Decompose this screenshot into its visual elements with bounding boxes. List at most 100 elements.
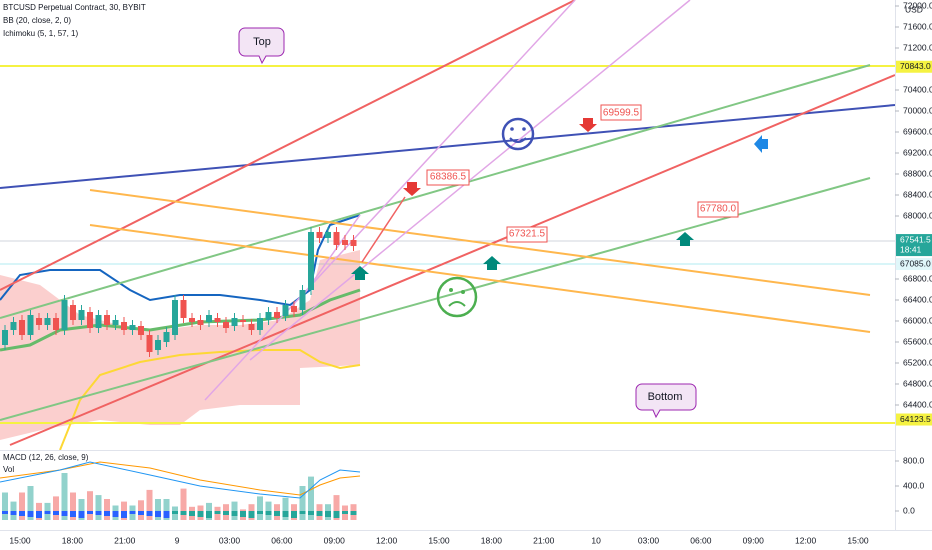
callout-text: Bottom (648, 391, 683, 403)
candle-body (206, 315, 212, 322)
macd-hist (274, 511, 280, 516)
indicator-title: BB (20, close, 2, 0) (3, 16, 71, 25)
price-tick-label: 70400.0 (903, 84, 932, 94)
macd-hist (2, 511, 8, 514)
candle-body (240, 320, 246, 322)
volume-bar (70, 492, 76, 520)
candle-body (70, 305, 76, 320)
volume-bar (299, 486, 306, 520)
time-label: 09:00 (324, 535, 346, 545)
time-label: 15:00 (9, 535, 31, 545)
price-highlight (896, 258, 932, 271)
macd-hist (299, 511, 306, 514)
macd-hist (197, 511, 204, 517)
price-label: 67780.0 (700, 204, 737, 215)
trend-line (0, 0, 576, 291)
volume-bar (78, 499, 85, 520)
price-tick-label: 68400.0 (903, 189, 932, 199)
time-label: 9 (175, 535, 180, 545)
volume-bar (138, 500, 144, 520)
macd-hist (214, 511, 221, 514)
macd-hist (112, 511, 119, 517)
candle-body (308, 232, 314, 290)
volume-bar (155, 499, 161, 520)
macd-hist (95, 511, 102, 515)
left-arrow (754, 135, 768, 153)
lower-pane: MACD (12, 26, close, 9) Vol (0, 453, 361, 520)
macd-hist (129, 511, 136, 514)
macd-hist (163, 511, 170, 518)
candle-body (112, 320, 119, 325)
candle-body (180, 300, 187, 318)
candle-body (163, 332, 170, 342)
macd-hist (333, 511, 340, 518)
pane-title: MACD (12, 26, close, 9) (3, 453, 89, 462)
macd-hist (44, 511, 51, 514)
projection-arrow (361, 196, 406, 263)
volume-bar (282, 497, 289, 520)
macd-hist (316, 511, 323, 516)
price-tick-label: 68000.0 (903, 210, 932, 220)
smiley-sad (436, 276, 478, 318)
price-tick-label: 64800.0 (903, 378, 932, 388)
candle-body (197, 320, 204, 325)
price-highlight-label: 70843.0 (900, 61, 931, 71)
channel-line (249, 0, 691, 361)
buy-arrow (483, 256, 501, 270)
price-tick-label: 68800.0 (903, 168, 932, 178)
candle-body (257, 318, 263, 330)
candle-body (291, 306, 297, 312)
bottom-callout: Bottom (635, 383, 697, 419)
candle-body (333, 232, 340, 245)
candle-body (78, 310, 85, 320)
volume-bar (2, 492, 8, 520)
volume-bar (180, 488, 187, 520)
candle-body (146, 335, 153, 352)
macd-hist (325, 511, 331, 517)
trend-line (0, 104, 896, 189)
macd-hist (350, 511, 357, 515)
candle-body (274, 312, 280, 318)
price-tick-label: 69200.0 (903, 147, 932, 157)
trend-line (0, 177, 871, 421)
macd-hist (291, 511, 297, 518)
macd-hist (19, 511, 25, 516)
candle-body (121, 322, 127, 330)
time-label: 09:00 (743, 535, 765, 545)
candle-body (27, 315, 34, 335)
price-tick-label: 65600.0 (903, 336, 932, 346)
volume-bar (87, 491, 93, 520)
ichimoku-line (59, 349, 361, 451)
sell-arrow (403, 182, 421, 196)
price-highlight-label: 67085.0 (900, 258, 931, 268)
indicator-title: Ichimoku (5, 1, 57, 1) (3, 29, 78, 38)
time-label: 21:00 (533, 535, 555, 545)
smiley-happy (501, 117, 535, 151)
channel-line (204, 0, 576, 401)
countdown: 18:41 (900, 244, 922, 254)
volume-bar (265, 501, 272, 520)
markers (351, 118, 768, 280)
trend-line (89, 224, 871, 333)
volume-bar (308, 476, 314, 520)
price-label-box (600, 104, 642, 121)
macd-hist (104, 511, 110, 516)
ichimoku-cloud (0, 250, 360, 440)
time-label: 15:00 (847, 535, 869, 545)
volume-bar (231, 501, 238, 520)
volume-bar (95, 495, 102, 520)
price-tick-label: 69600.0 (903, 126, 932, 136)
volume-bar (257, 496, 263, 520)
candle-body (87, 312, 93, 328)
macd-hist (61, 511, 68, 516)
macd-tick-label: 400.0 (903, 480, 925, 490)
volume-bar (163, 499, 170, 520)
macd-hist (308, 511, 314, 515)
macd-hist (146, 511, 153, 516)
price-label: 68386.5 (430, 172, 467, 183)
candles (2, 227, 357, 357)
macd-hist (121, 511, 127, 518)
volume-bar (10, 501, 17, 520)
